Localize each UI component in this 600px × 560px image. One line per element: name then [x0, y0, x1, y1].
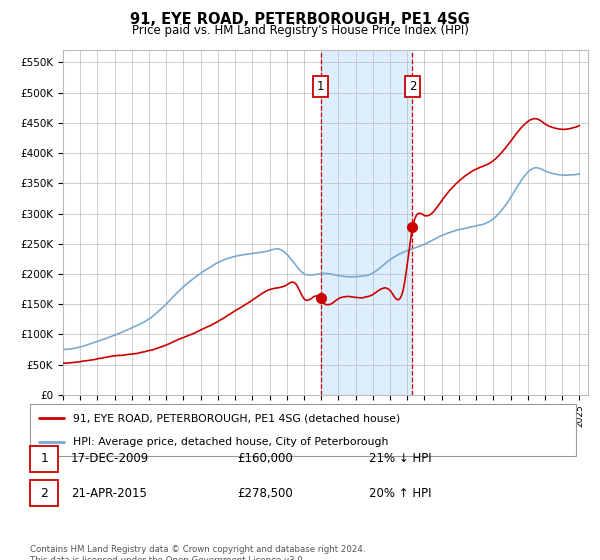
- Text: £160,000: £160,000: [238, 452, 293, 465]
- Bar: [30, 446, 58, 472]
- Text: Contains HM Land Registry data © Crown copyright and database right 2024.
This d: Contains HM Land Registry data © Crown c…: [30, 545, 365, 560]
- Text: 1: 1: [317, 80, 324, 93]
- Text: 21% ↓ HPI: 21% ↓ HPI: [368, 452, 431, 465]
- Text: 91, EYE ROAD, PETERBOROUGH, PE1 4SG (detached house): 91, EYE ROAD, PETERBOROUGH, PE1 4SG (det…: [73, 413, 400, 423]
- Text: Price paid vs. HM Land Registry's House Price Index (HPI): Price paid vs. HM Land Registry's House …: [131, 24, 469, 37]
- Text: 17-DEC-2009: 17-DEC-2009: [71, 452, 149, 465]
- Text: 21-APR-2015: 21-APR-2015: [71, 487, 147, 500]
- Bar: [30, 480, 58, 506]
- Text: 1: 1: [40, 452, 48, 465]
- Text: 2: 2: [40, 487, 48, 500]
- Text: 91, EYE ROAD, PETERBOROUGH, PE1 4SG: 91, EYE ROAD, PETERBOROUGH, PE1 4SG: [130, 12, 470, 27]
- Text: 20% ↑ HPI: 20% ↑ HPI: [368, 487, 431, 500]
- Text: HPI: Average price, detached house, City of Peterborough: HPI: Average price, detached house, City…: [73, 437, 388, 447]
- Text: £278,500: £278,500: [238, 487, 293, 500]
- Bar: [320, 50, 412, 395]
- Text: 2: 2: [409, 80, 416, 93]
